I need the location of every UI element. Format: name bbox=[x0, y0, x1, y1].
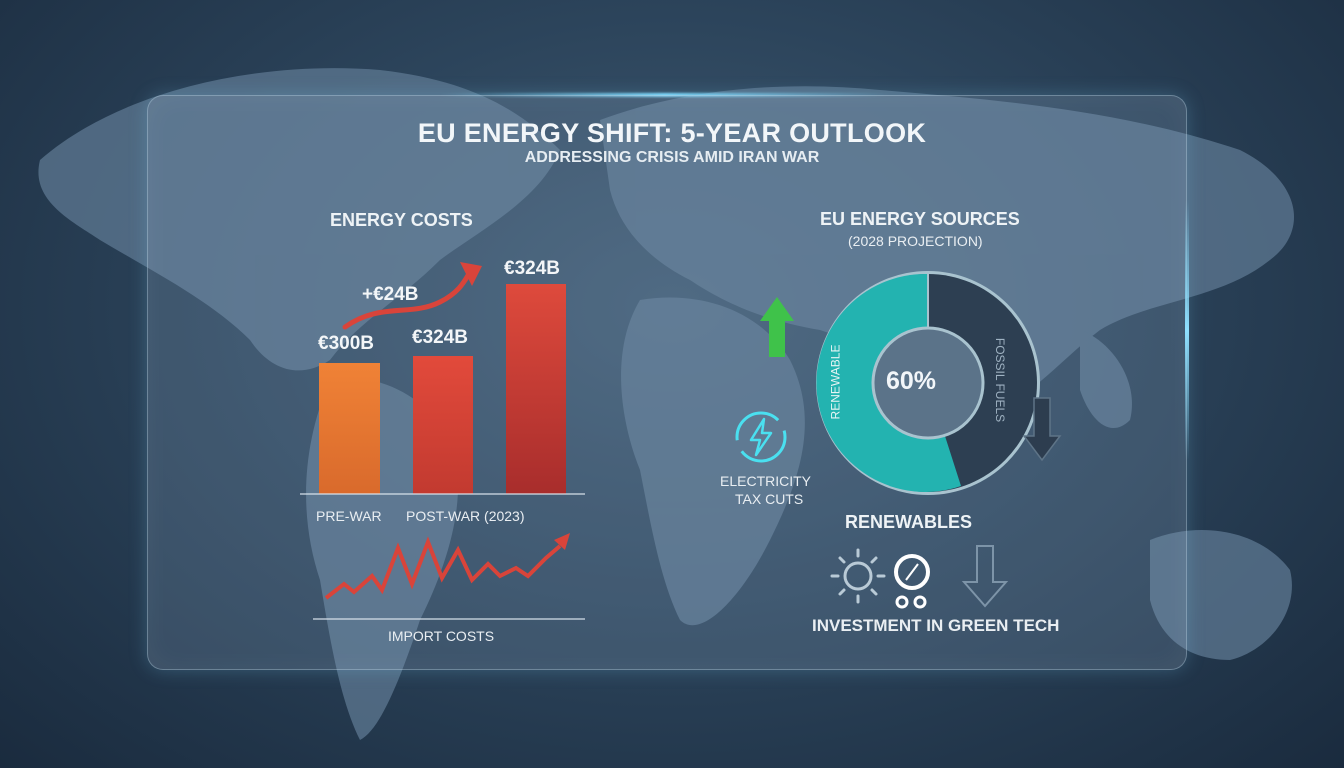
page-title: EU ENERGY SHIFT: 5-YEAR OUTLOOK bbox=[417, 118, 927, 148]
bar-value-projected: €324B bbox=[504, 258, 560, 279]
import-costs-axis bbox=[313, 618, 585, 620]
segment-label-renewable: RENEWABLE bbox=[828, 344, 843, 420]
import-costs-line-chart bbox=[324, 533, 570, 600]
bar-projected bbox=[506, 284, 566, 494]
bar-value-pre-war: €300B bbox=[318, 333, 374, 354]
segment-label-fossil: FOSSIL FUELS bbox=[993, 337, 1008, 423]
electricity-line2: TAX CUTS bbox=[735, 491, 804, 507]
bar-value-post-war: €324B bbox=[412, 327, 468, 348]
panel-glow-top bbox=[440, 93, 890, 97]
import-costs-label: IMPORT COSTS bbox=[388, 628, 495, 644]
category-pre-war: PRE-WAR bbox=[316, 508, 382, 524]
energy-sources-donut bbox=[816, 271, 1040, 495]
page-subtitle: ADDRESSING CRISIS AMID IRAN WAR bbox=[524, 149, 820, 166]
donut-center-label: 60% bbox=[886, 367, 937, 395]
energy-costs-title: ENERGY COSTS bbox=[330, 210, 473, 230]
decline-down-arrow-icon bbox=[1022, 397, 1062, 462]
bar-pre-war bbox=[319, 363, 380, 494]
renewables-caption: INVESTMENT IN GREEN TECH bbox=[812, 616, 1060, 635]
green-tech-gear-icon bbox=[894, 554, 930, 609]
energy-sources-title: EU ENERGY SOURCES bbox=[820, 209, 1020, 229]
category-post-war: POST-WAR (2023) bbox=[406, 508, 525, 524]
panel-glow-right bbox=[1185, 200, 1189, 460]
increase-label: +€24B bbox=[362, 284, 419, 305]
energy-sources-subtitle: (2028 PROJECTION) bbox=[848, 233, 983, 249]
bar-post-war bbox=[413, 356, 473, 494]
electricity-line1: ELECTRICITY bbox=[720, 473, 812, 489]
renewables-title: RENEWABLES bbox=[845, 512, 973, 532]
growth-up-arrow-icon bbox=[760, 297, 794, 357]
bar-chart-axis bbox=[300, 493, 585, 495]
down-arrow-icon bbox=[961, 545, 1009, 608]
increase-arrow-icon bbox=[342, 262, 482, 330]
sun-icon bbox=[830, 548, 886, 604]
lightning-bolt-icon bbox=[735, 411, 787, 463]
